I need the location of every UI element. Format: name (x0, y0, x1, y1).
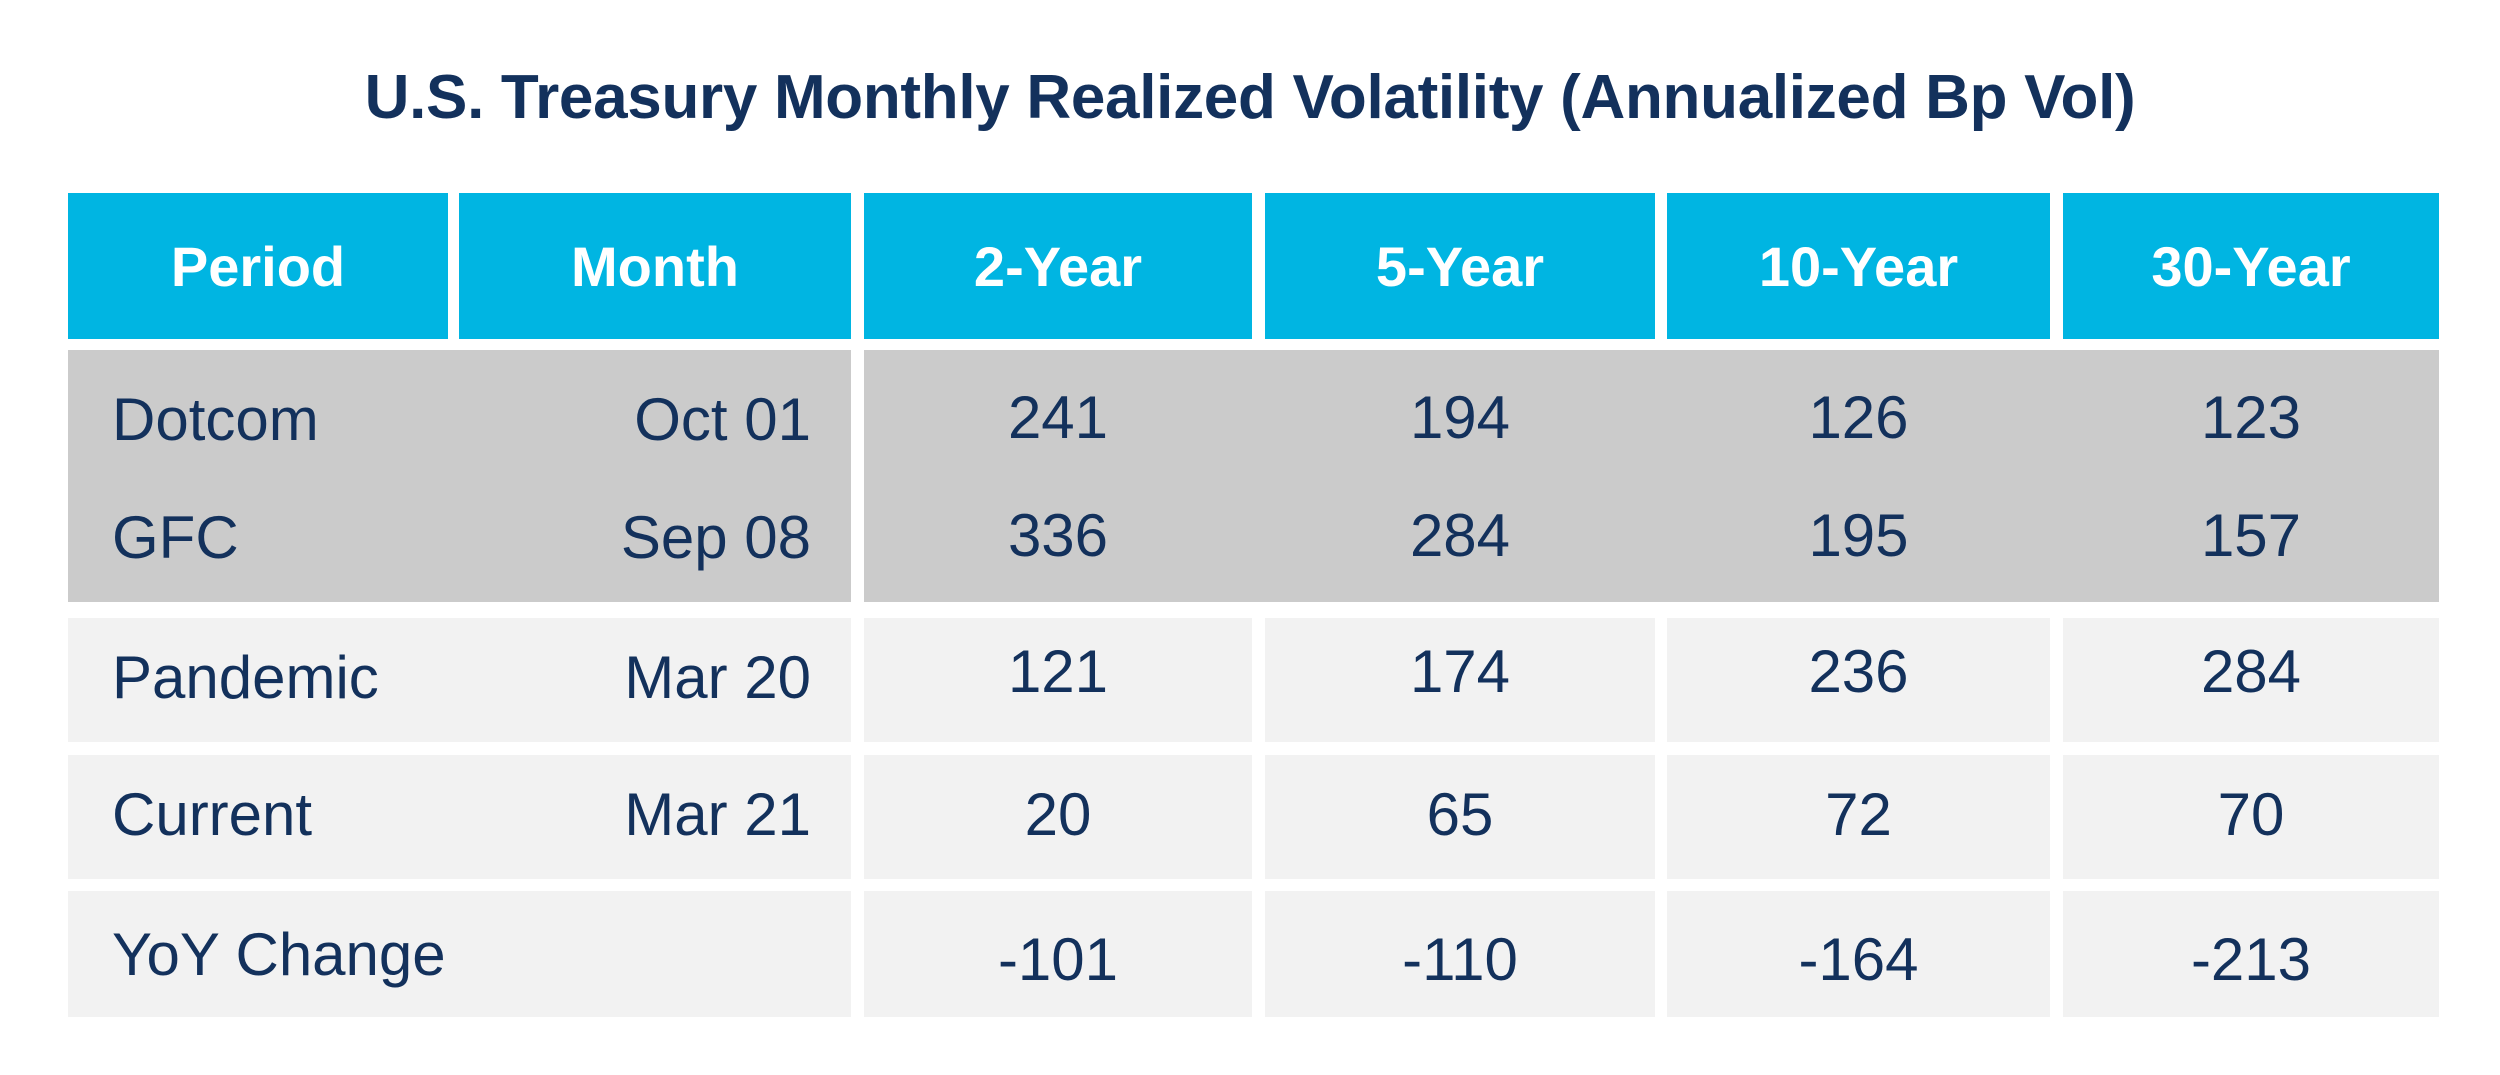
row-month-label: Mar 20 (624, 644, 811, 711)
table-value-cell: 336 (1007, 502, 1109, 569)
row-band-3-cell-2 (1265, 618, 1655, 742)
table-value-cell: 194 (1409, 384, 1511, 451)
row-period-label: Pandemic (112, 644, 379, 711)
row-band-4-cell-3 (1667, 755, 2050, 879)
row-band-4-cell-1 (864, 755, 1252, 879)
table-value-cell: -110 (1402, 926, 1518, 993)
row-band-4-cell-4 (2063, 755, 2439, 879)
row-period-label: YoY Change (112, 921, 446, 988)
row-band-5-cell-1 (864, 891, 1252, 1017)
table-value-cell: 65 (1426, 781, 1494, 848)
table-value-cell: 195 (1808, 502, 1909, 569)
row-band-4-cell-2 (1265, 755, 1655, 879)
row-month-label: Sep 08 (620, 504, 811, 571)
row-band-5-cell-2 (1265, 891, 1655, 1017)
row-month-label: Mar 21 (624, 781, 811, 848)
table-value-cell: 72 (1825, 781, 1892, 848)
table-value-cell: 284 (2200, 638, 2302, 705)
highlight-band-values (864, 350, 2439, 602)
row-band-3-cell-1 (864, 618, 1252, 742)
table-value-cell: -164 (1798, 926, 1919, 993)
header-cell-30-year: 30-Year (2063, 193, 2439, 339)
row-band-3-cell-4 (2063, 618, 2439, 742)
header-cell-5-year: 5-Year (1265, 193, 1655, 339)
table-value-cell: 236 (1808, 638, 1909, 705)
table-value-cell: 126 (1808, 384, 1909, 451)
table-value-cell: 123 (2200, 384, 2302, 451)
row-band-5-cell-4 (2063, 891, 2439, 1017)
table-value-cell: 284 (1409, 502, 1511, 569)
table-value-cell: -213 (2190, 926, 2312, 993)
table-value-cell: 157 (2200, 502, 2302, 569)
row-period-label: Dotcom (112, 386, 319, 453)
row-band-5-cell-0 (68, 891, 851, 1017)
highlight-band-labels (68, 350, 851, 602)
table-value-cell: 241 (1007, 384, 1109, 451)
header-cell-month: Month (459, 193, 851, 339)
row-period-label: GFC (112, 504, 239, 571)
table-value-cell: 20 (1024, 781, 1092, 848)
table-value-cell: -101 (997, 926, 1119, 993)
row-band-5-cell-3 (1667, 891, 2050, 1017)
table-value-cell: 121 (1007, 638, 1109, 705)
row-band-4-cell-0 (68, 755, 851, 879)
table-title: U.S. Treasury Monthly Realized Volatilit… (364, 63, 2136, 132)
header-cell-10-year: 10-Year (1667, 193, 2050, 339)
header-cell-2-year: 2-Year (864, 193, 1252, 339)
table-value-cell: 70 (2217, 781, 2285, 848)
row-period-label: Current (112, 781, 313, 848)
row-band-3-cell-3 (1667, 618, 2050, 742)
table-value-cell: 174 (1409, 638, 1511, 705)
row-month-label: Oct 01 (634, 386, 811, 453)
header-cell-period: Period (68, 193, 448, 339)
row-band-3-cell-0 (68, 618, 851, 742)
